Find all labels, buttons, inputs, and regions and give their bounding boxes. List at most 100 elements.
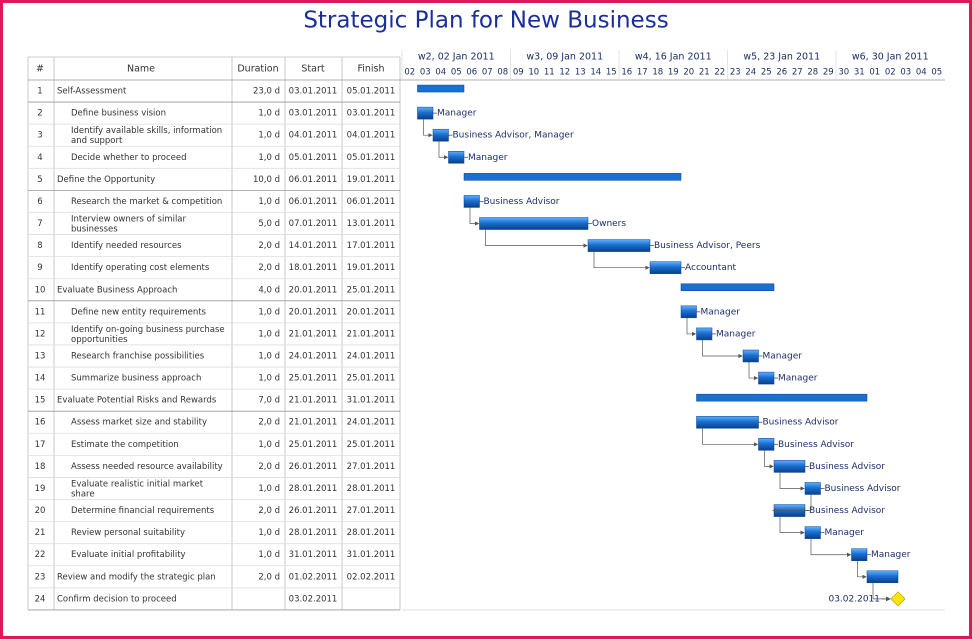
task-duration: 1,0 d bbox=[258, 109, 280, 119]
week-label: w6, 30 Jan 2011 bbox=[852, 52, 929, 63]
day-label: 11 bbox=[544, 68, 555, 78]
resource-label: Business Advisor bbox=[778, 440, 854, 450]
task-bar bbox=[866, 570, 899, 584]
task-duration: 2,0 d bbox=[258, 462, 280, 472]
task-id: 24 bbox=[35, 594, 46, 604]
column-header: Duration bbox=[237, 64, 278, 75]
task-id: 13 bbox=[35, 352, 46, 362]
week-label: w5, 23 Jan 2011 bbox=[743, 52, 820, 63]
column-header: # bbox=[36, 64, 44, 75]
task-duration: 1,0 d bbox=[258, 131, 280, 141]
day-label: 20 bbox=[683, 68, 694, 78]
task-name: Assess market size and stability bbox=[71, 418, 207, 428]
day-label: 14 bbox=[590, 68, 601, 78]
connector bbox=[872, 582, 891, 601]
task-name: Evaluate initial profitability bbox=[71, 550, 186, 560]
task-duration: 2,0 d bbox=[258, 241, 280, 251]
task-start: 24.01.2011 bbox=[289, 352, 338, 362]
task-start: 04.01.2011 bbox=[289, 131, 338, 141]
task-name: Identify operating cost elements bbox=[71, 263, 210, 273]
connector bbox=[686, 317, 697, 337]
task-name: Estimate the competition bbox=[71, 440, 179, 450]
resource-label: Business Advisor bbox=[825, 484, 901, 494]
task-finish: 05.01.2011 bbox=[347, 87, 396, 97]
task-name: Determine financial requirements bbox=[71, 506, 215, 516]
day-label: 15 bbox=[606, 68, 617, 78]
task-finish: 17.01.2011 bbox=[347, 241, 396, 251]
week-label: w3, 09 Jan 2011 bbox=[526, 52, 603, 63]
connector bbox=[748, 362, 759, 381]
resource-label: Manager bbox=[701, 307, 741, 317]
task-finish: 04.01.2011 bbox=[347, 131, 396, 141]
chart-title: Strategic Plan for New Business bbox=[303, 8, 668, 34]
task-id: 1 bbox=[37, 87, 42, 97]
resource-label: Business Advisor, Manager bbox=[453, 131, 574, 141]
task-start: 20.01.2011 bbox=[289, 285, 338, 295]
task-finish: 05.01.2011 bbox=[347, 153, 396, 163]
task-finish: 28.01.2011 bbox=[347, 484, 396, 494]
task-name: Research the market & competition bbox=[71, 197, 222, 207]
task-duration: 1,0 d bbox=[258, 440, 280, 450]
task-finish: 25.01.2011 bbox=[347, 374, 396, 384]
task-name: Interview owners of similar businesses bbox=[71, 214, 189, 234]
task-duration: 1,0 d bbox=[258, 484, 280, 494]
task-duration: 2,0 d bbox=[258, 263, 280, 273]
task-finish: 06.01.2011 bbox=[347, 197, 396, 207]
task-bar bbox=[649, 261, 682, 274]
week-label: w4, 16 Jan 2011 bbox=[635, 52, 712, 63]
task-duration: 1,0 d bbox=[258, 197, 280, 207]
task-id: 18 bbox=[35, 462, 46, 472]
task-finish: 02.02.2011 bbox=[347, 572, 396, 582]
task-finish: 21.01.2011 bbox=[347, 329, 396, 339]
resource-label: Manager bbox=[778, 374, 818, 384]
task-start: 07.01.2011 bbox=[289, 219, 338, 229]
week-label: w2, 02 Jan 2011 bbox=[418, 52, 495, 63]
task-finish: 25.01.2011 bbox=[347, 440, 396, 450]
connector bbox=[485, 229, 588, 248]
task-finish: 20.01.2011 bbox=[347, 307, 396, 317]
task-duration: 2,0 d bbox=[258, 506, 280, 516]
resource-label: Accountant bbox=[685, 263, 737, 273]
task-duration: 1,0 d bbox=[258, 307, 280, 317]
connector bbox=[779, 472, 805, 491]
task-name: Summarize business approach bbox=[71, 374, 201, 384]
day-label: 06 bbox=[466, 68, 477, 78]
task-id: 9 bbox=[37, 263, 42, 273]
resource-label: Business Advisor, Peers bbox=[654, 241, 761, 251]
milestone-label: 03.02.2011 bbox=[828, 594, 880, 604]
task-duration: 1,0 d bbox=[258, 153, 280, 163]
task-id: 14 bbox=[35, 374, 46, 384]
day-label: 23 bbox=[730, 68, 741, 78]
task-bar bbox=[804, 526, 821, 539]
connector bbox=[772, 494, 812, 513]
task-bar bbox=[773, 460, 806, 473]
task-bar bbox=[804, 482, 821, 495]
task-name: Identify available skills, information a… bbox=[71, 126, 225, 146]
resource-label: Manager bbox=[825, 528, 865, 538]
task-start: 25.01.2011 bbox=[289, 374, 338, 384]
day-label: 03 bbox=[420, 68, 431, 78]
task-start: 06.01.2011 bbox=[289, 197, 338, 207]
day-label: 24 bbox=[745, 68, 756, 78]
task-start: 26.01.2011 bbox=[289, 462, 338, 472]
day-label: 10 bbox=[528, 68, 539, 78]
connector bbox=[593, 251, 650, 270]
column-header: Name bbox=[127, 64, 155, 75]
day-label: 13 bbox=[575, 68, 586, 78]
task-id: 20 bbox=[35, 506, 46, 516]
day-label: 22 bbox=[714, 68, 725, 78]
task-finish: 03.01.2011 bbox=[347, 109, 396, 119]
task-finish: 25.01.2011 bbox=[347, 285, 396, 295]
task-start: 21.01.2011 bbox=[289, 418, 338, 428]
connector bbox=[779, 516, 805, 535]
day-label: 18 bbox=[652, 68, 663, 78]
day-label: 30 bbox=[838, 68, 849, 78]
task-start: 21.01.2011 bbox=[289, 329, 338, 339]
day-label: 07 bbox=[482, 68, 493, 78]
task-finish: 24.01.2011 bbox=[347, 418, 396, 428]
task-id: 7 bbox=[37, 219, 42, 229]
task-bar bbox=[742, 349, 759, 363]
resource-label: Manager bbox=[871, 550, 911, 560]
task-start: 18.01.2011 bbox=[289, 263, 338, 273]
